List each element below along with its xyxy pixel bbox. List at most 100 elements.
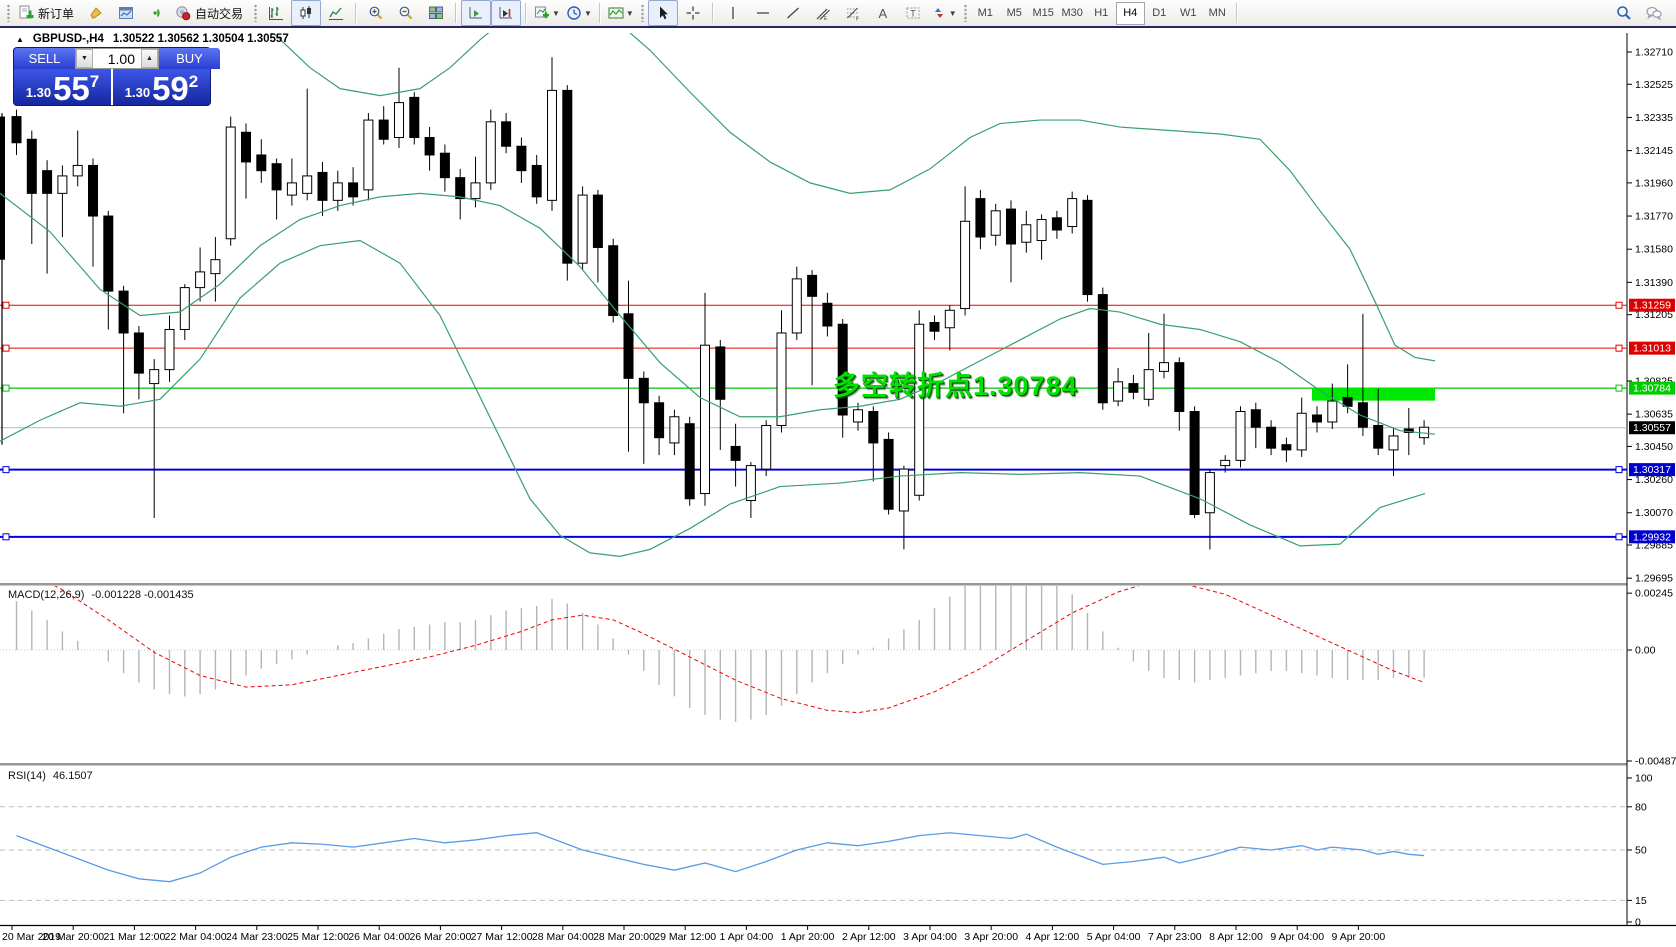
fibonacci-icon: F <box>846 7 859 22</box>
candle <box>654 402 665 439</box>
chat-icon[interactable] <box>1646 5 1662 21</box>
level-handle[interactable] <box>2 384 10 392</box>
text-tool-button[interactable]: A <box>868 0 898 26</box>
x-axis-label: 27 Mar 12:00 <box>471 931 533 943</box>
tf-h4-button[interactable]: H4 <box>1115 1 1145 25</box>
highlight-bar[interactable] <box>1312 387 1435 401</box>
price-badge-label: 1.30317 <box>1633 464 1671 476</box>
tf-m5-button[interactable]: M5 <box>1006 7 1022 19</box>
candle <box>883 438 894 510</box>
chart-header: ▲ GBPUSD-,H4 1.30522 1.30562 1.30504 1.3… <box>16 33 289 45</box>
level-handle[interactable] <box>2 344 10 352</box>
candle <box>577 194 588 264</box>
buy-price-button[interactable]: 1.30 59 2 <box>113 69 210 105</box>
candle <box>1204 472 1215 514</box>
crosshair-tool-button[interactable] <box>678 0 708 26</box>
sell-price-button[interactable]: 1.30 55 7 <box>14 69 111 105</box>
periods-button[interactable]: ▼ <box>563 0 595 26</box>
indicators-button[interactable]: ▼ <box>531 0 563 26</box>
bar-chart-button[interactable] <box>261 0 291 26</box>
candle <box>225 126 236 240</box>
price-tick-label: 1.30070 <box>1635 507 1673 519</box>
level-handle[interactable] <box>2 533 10 541</box>
level-handle[interactable] <box>1615 344 1623 352</box>
panel-separator[interactable] <box>0 763 1627 766</box>
arrows-tool-button[interactable]: ▼ <box>928 0 960 26</box>
horizontal-line-tool-button[interactable] <box>748 0 778 26</box>
signal-button[interactable] <box>141 0 171 26</box>
price-badge-label: 1.30784 <box>1633 383 1671 395</box>
dropdown-caret-icon: ▼ <box>552 8 560 18</box>
tf-d1-button[interactable]: D1 <box>1152 7 1167 19</box>
trendline-tool-button[interactable] <box>778 0 808 26</box>
volume-increase-button[interactable]: ▲ <box>141 49 158 68</box>
indicator-window-button[interactable]: ▼ <box>605 0 637 26</box>
candle <box>1021 224 1032 243</box>
new-order-button[interactable]: 新订单 <box>14 0 81 26</box>
toolbar-grip <box>639 4 645 22</box>
sell-price-prefix: 1.30 <box>25 85 52 100</box>
candle <box>501 121 512 147</box>
toolbar-separator <box>455 3 458 23</box>
price-badge-label: 1.29932 <box>1633 531 1671 543</box>
candle <box>1051 217 1062 231</box>
tf-h1-button[interactable]: H1 <box>1094 7 1109 19</box>
candle <box>88 164 98 217</box>
tile-windows-button[interactable] <box>421 0 451 26</box>
candle <box>944 309 955 329</box>
search-icon[interactable] <box>1616 5 1632 21</box>
price-tick-label: 1.31205 <box>1635 309 1673 321</box>
candle <box>348 182 359 198</box>
zoom-out-icon <box>399 6 413 20</box>
candle <box>164 328 175 371</box>
tile-windows-icon <box>429 6 444 19</box>
buy-price-point: 2 <box>188 72 199 91</box>
level-handle[interactable] <box>1615 301 1623 309</box>
volume-input[interactable] <box>93 49 141 68</box>
x-axis-label: 3 Apr 04:00 <box>903 931 957 943</box>
candle <box>455 177 466 200</box>
rsi-tick-label: 100 <box>1635 773 1653 785</box>
candle <box>1036 219 1047 241</box>
tf-m1-button[interactable]: M1 <box>977 7 993 19</box>
level-handle[interactable] <box>2 466 10 474</box>
new-chart-button[interactable] <box>111 0 141 26</box>
candle <box>286 182 297 196</box>
candle <box>1327 400 1338 423</box>
tf-mn-button[interactable]: MN <box>1208 7 1226 19</box>
tf-w1-button[interactable]: W1 <box>1179 7 1197 19</box>
channel-tool-button[interactable]: E <box>808 0 838 26</box>
volume-decrease-button[interactable]: ▼ <box>76 49 93 68</box>
auto-scroll-button[interactable] <box>461 0 492 26</box>
level-handle[interactable] <box>2 301 10 309</box>
cursor-icon <box>659 6 668 20</box>
level-handle[interactable] <box>1615 533 1623 541</box>
level-handle[interactable] <box>1615 466 1623 474</box>
candle-chart-button[interactable] <box>291 0 322 26</box>
zoom-in-button[interactable] <box>361 0 391 26</box>
channel-icon: E <box>816 8 830 21</box>
tf-m15-button[interactable]: M15 <box>1032 7 1054 19</box>
level-handle[interactable] <box>1615 384 1623 392</box>
text-label-tool-button[interactable]: T <box>898 0 928 26</box>
zoom-out-button[interactable] <box>391 0 421 26</box>
cursor-tool-button[interactable] <box>647 0 678 26</box>
tf-m30-button[interactable]: M30 <box>1061 7 1083 19</box>
x-axis-label: 7 Apr 23:00 <box>1148 931 1202 943</box>
buy-button[interactable]: BUY <box>159 48 220 69</box>
price-badge <box>1629 298 1675 312</box>
fibonacci-tool-button[interactable]: F <box>838 0 868 26</box>
collapse-panel-icon[interactable]: ▲ <box>16 34 24 44</box>
line-chart-button[interactable] <box>321 0 351 26</box>
chart-shift-button[interactable] <box>491 0 522 26</box>
vertical-line-tool-button[interactable] <box>718 0 748 26</box>
chart-text-annotation[interactable]: 多空转折点1.30784 <box>833 371 1078 401</box>
panel-separator[interactable] <box>0 583 1627 586</box>
sell-button[interactable]: SELL <box>14 48 75 69</box>
svg-text:F: F <box>856 17 859 22</box>
candle <box>776 332 787 426</box>
auto-trading-button[interactable]: 自动交易 <box>171 0 250 26</box>
marker-button[interactable] <box>81 0 111 26</box>
bollinger-lower-band <box>0 239 1426 557</box>
